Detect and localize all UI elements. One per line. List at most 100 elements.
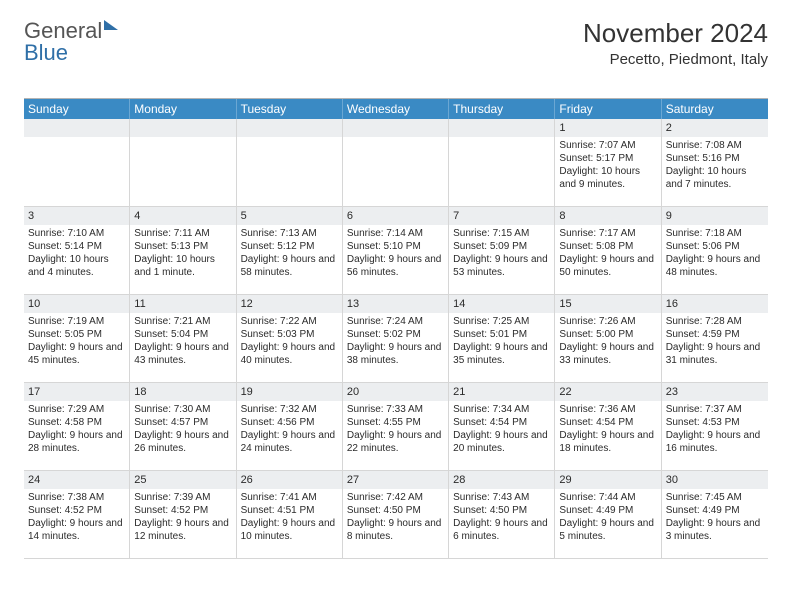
weekday-header-row: SundayMondayTuesdayWednesdayThursdayFrid…	[24, 99, 768, 119]
sunrise-line: Sunrise: 7:10 AM	[28, 227, 125, 240]
day-number: 28	[449, 471, 554, 489]
sunset-line: Sunset: 5:05 PM	[28, 328, 125, 341]
daylight-line: Daylight: 9 hours and 14 minutes.	[28, 517, 125, 543]
daylight-line: Daylight: 9 hours and 24 minutes.	[241, 429, 338, 455]
daylight-line: Daylight: 9 hours and 45 minutes.	[28, 341, 125, 367]
calendar-cell-empty	[343, 119, 449, 207]
day-number: 5	[237, 207, 342, 225]
sunset-line: Sunset: 4:58 PM	[28, 416, 125, 429]
daylight-line: Daylight: 9 hours and 58 minutes.	[241, 253, 338, 279]
daylight-line: Daylight: 10 hours and 9 minutes.	[559, 165, 656, 191]
calendar-cell: 9Sunrise: 7:18 AMSunset: 5:06 PMDaylight…	[662, 207, 768, 295]
weekday-header: Sunday	[24, 99, 130, 119]
day-details: Sunrise: 7:08 AMSunset: 5:16 PMDaylight:…	[662, 137, 768, 195]
calendar-grid: 1Sunrise: 7:07 AMSunset: 5:17 PMDaylight…	[24, 119, 768, 559]
sunrise-line: Sunrise: 7:38 AM	[28, 491, 125, 504]
sunset-line: Sunset: 4:53 PM	[666, 416, 764, 429]
day-number: 23	[662, 383, 768, 401]
calendar-cell: 16Sunrise: 7:28 AMSunset: 4:59 PMDayligh…	[662, 295, 768, 383]
daylight-line: Daylight: 9 hours and 8 minutes.	[347, 517, 444, 543]
sunrise-line: Sunrise: 7:25 AM	[453, 315, 550, 328]
day-details: Sunrise: 7:29 AMSunset: 4:58 PMDaylight:…	[24, 401, 129, 459]
day-details: Sunrise: 7:39 AMSunset: 4:52 PMDaylight:…	[130, 489, 235, 547]
sunrise-line: Sunrise: 7:07 AM	[559, 139, 656, 152]
daylight-line: Daylight: 9 hours and 6 minutes.	[453, 517, 550, 543]
daylight-line: Daylight: 9 hours and 31 minutes.	[666, 341, 764, 367]
sunrise-line: Sunrise: 7:36 AM	[559, 403, 656, 416]
sunrise-line: Sunrise: 7:21 AM	[134, 315, 231, 328]
sunset-line: Sunset: 4:56 PM	[241, 416, 338, 429]
sunset-line: Sunset: 4:50 PM	[347, 504, 444, 517]
calendar-cell: 6 Sunrise: 7:14 AMSunset: 5:10 PMDaylight…	[343, 207, 449, 295]
sunset-line: Sunset: 4:51 PM	[241, 504, 338, 517]
day-details: Sunrise: 7:07 AMSunset: 5:17 PMDaylight:…	[555, 137, 660, 195]
calendar-cell: 27Sunrise: 7:42 AMSunset: 4:50 PMDayligh…	[343, 471, 449, 559]
day-number: 13	[343, 295, 448, 313]
day-number: 7	[449, 207, 554, 225]
day-details: Sunrise: 7:10 AMSunset: 5:14 PMDaylight:…	[24, 225, 129, 283]
sunset-line: Sunset: 5:14 PM	[28, 240, 125, 253]
sunset-line: Sunset: 5:08 PM	[559, 240, 656, 253]
day-details: Sunrise: 7:28 AMSunset: 4:59 PMDaylight:…	[662, 313, 768, 371]
day-details: Sunrise: 7:43 AMSunset: 4:50 PMDaylight:…	[449, 489, 554, 547]
calendar-cell: 8Sunrise: 7:17 AMSunset: 5:08 PMDaylight…	[555, 207, 661, 295]
sunset-line: Sunset: 5:12 PM	[241, 240, 338, 253]
day-number: 24	[24, 471, 129, 489]
sunset-line: Sunset: 4:57 PM	[134, 416, 231, 429]
calendar-cell: 2Sunrise: 7:08 AMSunset: 5:16 PMDaylight…	[662, 119, 768, 207]
day-details: Sunrise: 7:33 AMSunset: 4:55 PMDaylight:…	[343, 401, 448, 459]
daylight-line: Daylight: 9 hours and 28 minutes.	[28, 429, 125, 455]
daylight-line: Daylight: 9 hours and 12 minutes.	[134, 517, 231, 543]
sunrise-line: Sunrise: 7:29 AM	[28, 403, 125, 416]
day-details: Sunrise: 7:44 AMSunset: 4:49 PMDaylight:…	[555, 489, 660, 547]
sunset-line: Sunset: 5:09 PM	[453, 240, 550, 253]
sunset-line: Sunset: 4:54 PM	[559, 416, 656, 429]
sunset-line: Sunset: 5:00 PM	[559, 328, 656, 341]
day-number: 22	[555, 383, 660, 401]
weekday-header: Friday	[555, 99, 661, 119]
day-number: 15	[555, 295, 660, 313]
day-number: 27	[343, 471, 448, 489]
sunrise-line: Sunrise: 7:17 AM	[559, 227, 656, 240]
day-number: 14	[449, 295, 554, 313]
day-details: Sunrise: 7:30 AMSunset: 4:57 PMDaylight:…	[130, 401, 235, 459]
calendar-cell: 15Sunrise: 7:26 AMSunset: 5:00 PMDayligh…	[555, 295, 661, 383]
sunset-line: Sunset: 5:13 PM	[134, 240, 231, 253]
daylight-line: Daylight: 9 hours and 22 minutes.	[347, 429, 444, 455]
sunrise-line: Sunrise: 7:39 AM	[134, 491, 231, 504]
day-details: Sunrise: 7:21 AMSunset: 5:04 PMDaylight:…	[130, 313, 235, 371]
logo-triangle-icon	[104, 20, 118, 30]
day-number: 20	[343, 383, 448, 401]
day-details: Sunrise: 7:26 AMSunset: 5:00 PMDaylight:…	[555, 313, 660, 371]
day-details: Sunrise: 7:25 AMSunset: 5:01 PMDaylight:…	[449, 313, 554, 371]
day-number: 17	[24, 383, 129, 401]
weekday-header: Saturday	[662, 99, 768, 119]
calendar-cell: 26Sunrise: 7:41 AMSunset: 4:51 PMDayligh…	[237, 471, 343, 559]
daylight-line: Daylight: 9 hours and 33 minutes.	[559, 341, 656, 367]
daylight-line: Daylight: 10 hours and 4 minutes.	[28, 253, 125, 279]
day-number: 6	[343, 207, 448, 225]
sunrise-line: Sunrise: 7:45 AM	[666, 491, 764, 504]
day-number: 4	[130, 207, 235, 225]
sunrise-line: Sunrise: 7:14 AM	[347, 227, 444, 240]
day-details: Sunrise: 7:42 AMSunset: 4:50 PMDaylight:…	[343, 489, 448, 547]
sunset-line: Sunset: 4:52 PM	[134, 504, 231, 517]
day-details: Sunrise: 7:22 AMSunset: 5:03 PMDaylight:…	[237, 313, 342, 371]
day-details: Sunrise: 7:32 AMSunset: 4:56 PMDaylight:…	[237, 401, 342, 459]
day-number: 25	[130, 471, 235, 489]
calendar-cell: 10Sunrise: 7:19 AMSunset: 5:05 PMDayligh…	[24, 295, 130, 383]
calendar-cell: 22 Sunrise: 7:36 AMSunset: 4:54 PMDayligh…	[555, 383, 661, 471]
sunrise-line: Sunrise: 7:28 AM	[666, 315, 764, 328]
calendar-cell: 24Sunrise: 7:38 AMSunset: 4:52 PMDayligh…	[24, 471, 130, 559]
day-number: 10	[24, 295, 129, 313]
sunset-line: Sunset: 5:10 PM	[347, 240, 444, 253]
sunrise-line: Sunrise: 7:11 AM	[134, 227, 231, 240]
weekday-header: Thursday	[449, 99, 555, 119]
calendar-cell: 3Sunrise: 7:10 AMSunset: 5:14 PMDaylight…	[24, 207, 130, 295]
calendar-cell: 4Sunrise: 7:11 AMSunset: 5:13 PMDaylight…	[130, 207, 236, 295]
daylight-line: Daylight: 9 hours and 56 minutes.	[347, 253, 444, 279]
daylight-line: Daylight: 9 hours and 18 minutes.	[559, 429, 656, 455]
sunrise-line: Sunrise: 7:43 AM	[453, 491, 550, 504]
day-details: Sunrise: 7:18 AMSunset: 5:06 PMDaylight:…	[662, 225, 768, 283]
daylight-line: Daylight: 9 hours and 35 minutes.	[453, 341, 550, 367]
